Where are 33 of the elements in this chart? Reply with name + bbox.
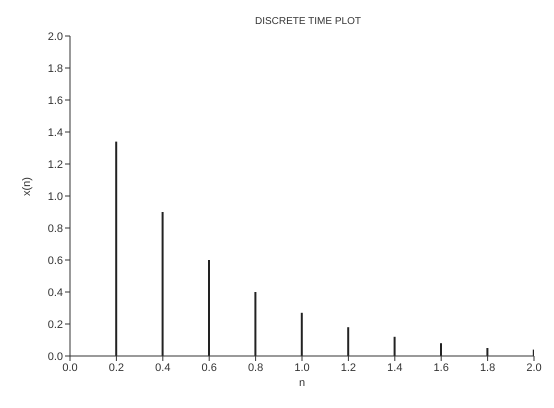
x-tick-label: 0.6 — [202, 362, 217, 374]
y-tick-label: 2.0 — [48, 30, 63, 43]
y-tick-label: 0.2 — [48, 318, 63, 331]
bar — [162, 212, 164, 356]
x-tick-label: 1.8 — [480, 362, 496, 374]
x-tick-label: 1.6 — [434, 362, 449, 374]
x-tick-label: 0.0 — [62, 362, 78, 374]
y-tick-label: 1.8 — [48, 62, 63, 75]
y-tick-label: 0.6 — [48, 254, 63, 267]
x-tick-label: 2.0 — [526, 362, 542, 374]
x-tick-label: 1.4 — [387, 362, 402, 374]
x-tick-label: 0.2 — [108, 362, 124, 374]
y-axis-title: x(n) — [20, 177, 33, 196]
x-tick-label: 1.2 — [340, 362, 356, 374]
y-tick-label: 0.4 — [48, 286, 63, 299]
y-tick-label: 1.2 — [48, 158, 63, 171]
y-tick-label: 1.4 — [48, 126, 63, 139]
x-tick-label: 1.0 — [294, 362, 310, 374]
x-tick-label: 0.8 — [248, 362, 264, 374]
bar — [440, 343, 442, 356]
bar — [208, 260, 210, 356]
x-axis-title: n — [298, 377, 306, 389]
x-tick-label: 0.4 — [155, 362, 170, 374]
bar — [115, 142, 118, 356]
y-tick-label: 0.0 — [48, 350, 63, 363]
bar — [347, 327, 350, 356]
bar — [300, 312, 303, 356]
y-tick-label: 0.8 — [48, 222, 63, 235]
chart-title: DISCRETE TIME PLOT — [255, 16, 361, 27]
bar — [486, 348, 488, 356]
y-tick-label: 1.6 — [48, 94, 63, 107]
y-tick-label: 1.0 — [48, 190, 63, 203]
bar — [394, 336, 396, 356]
